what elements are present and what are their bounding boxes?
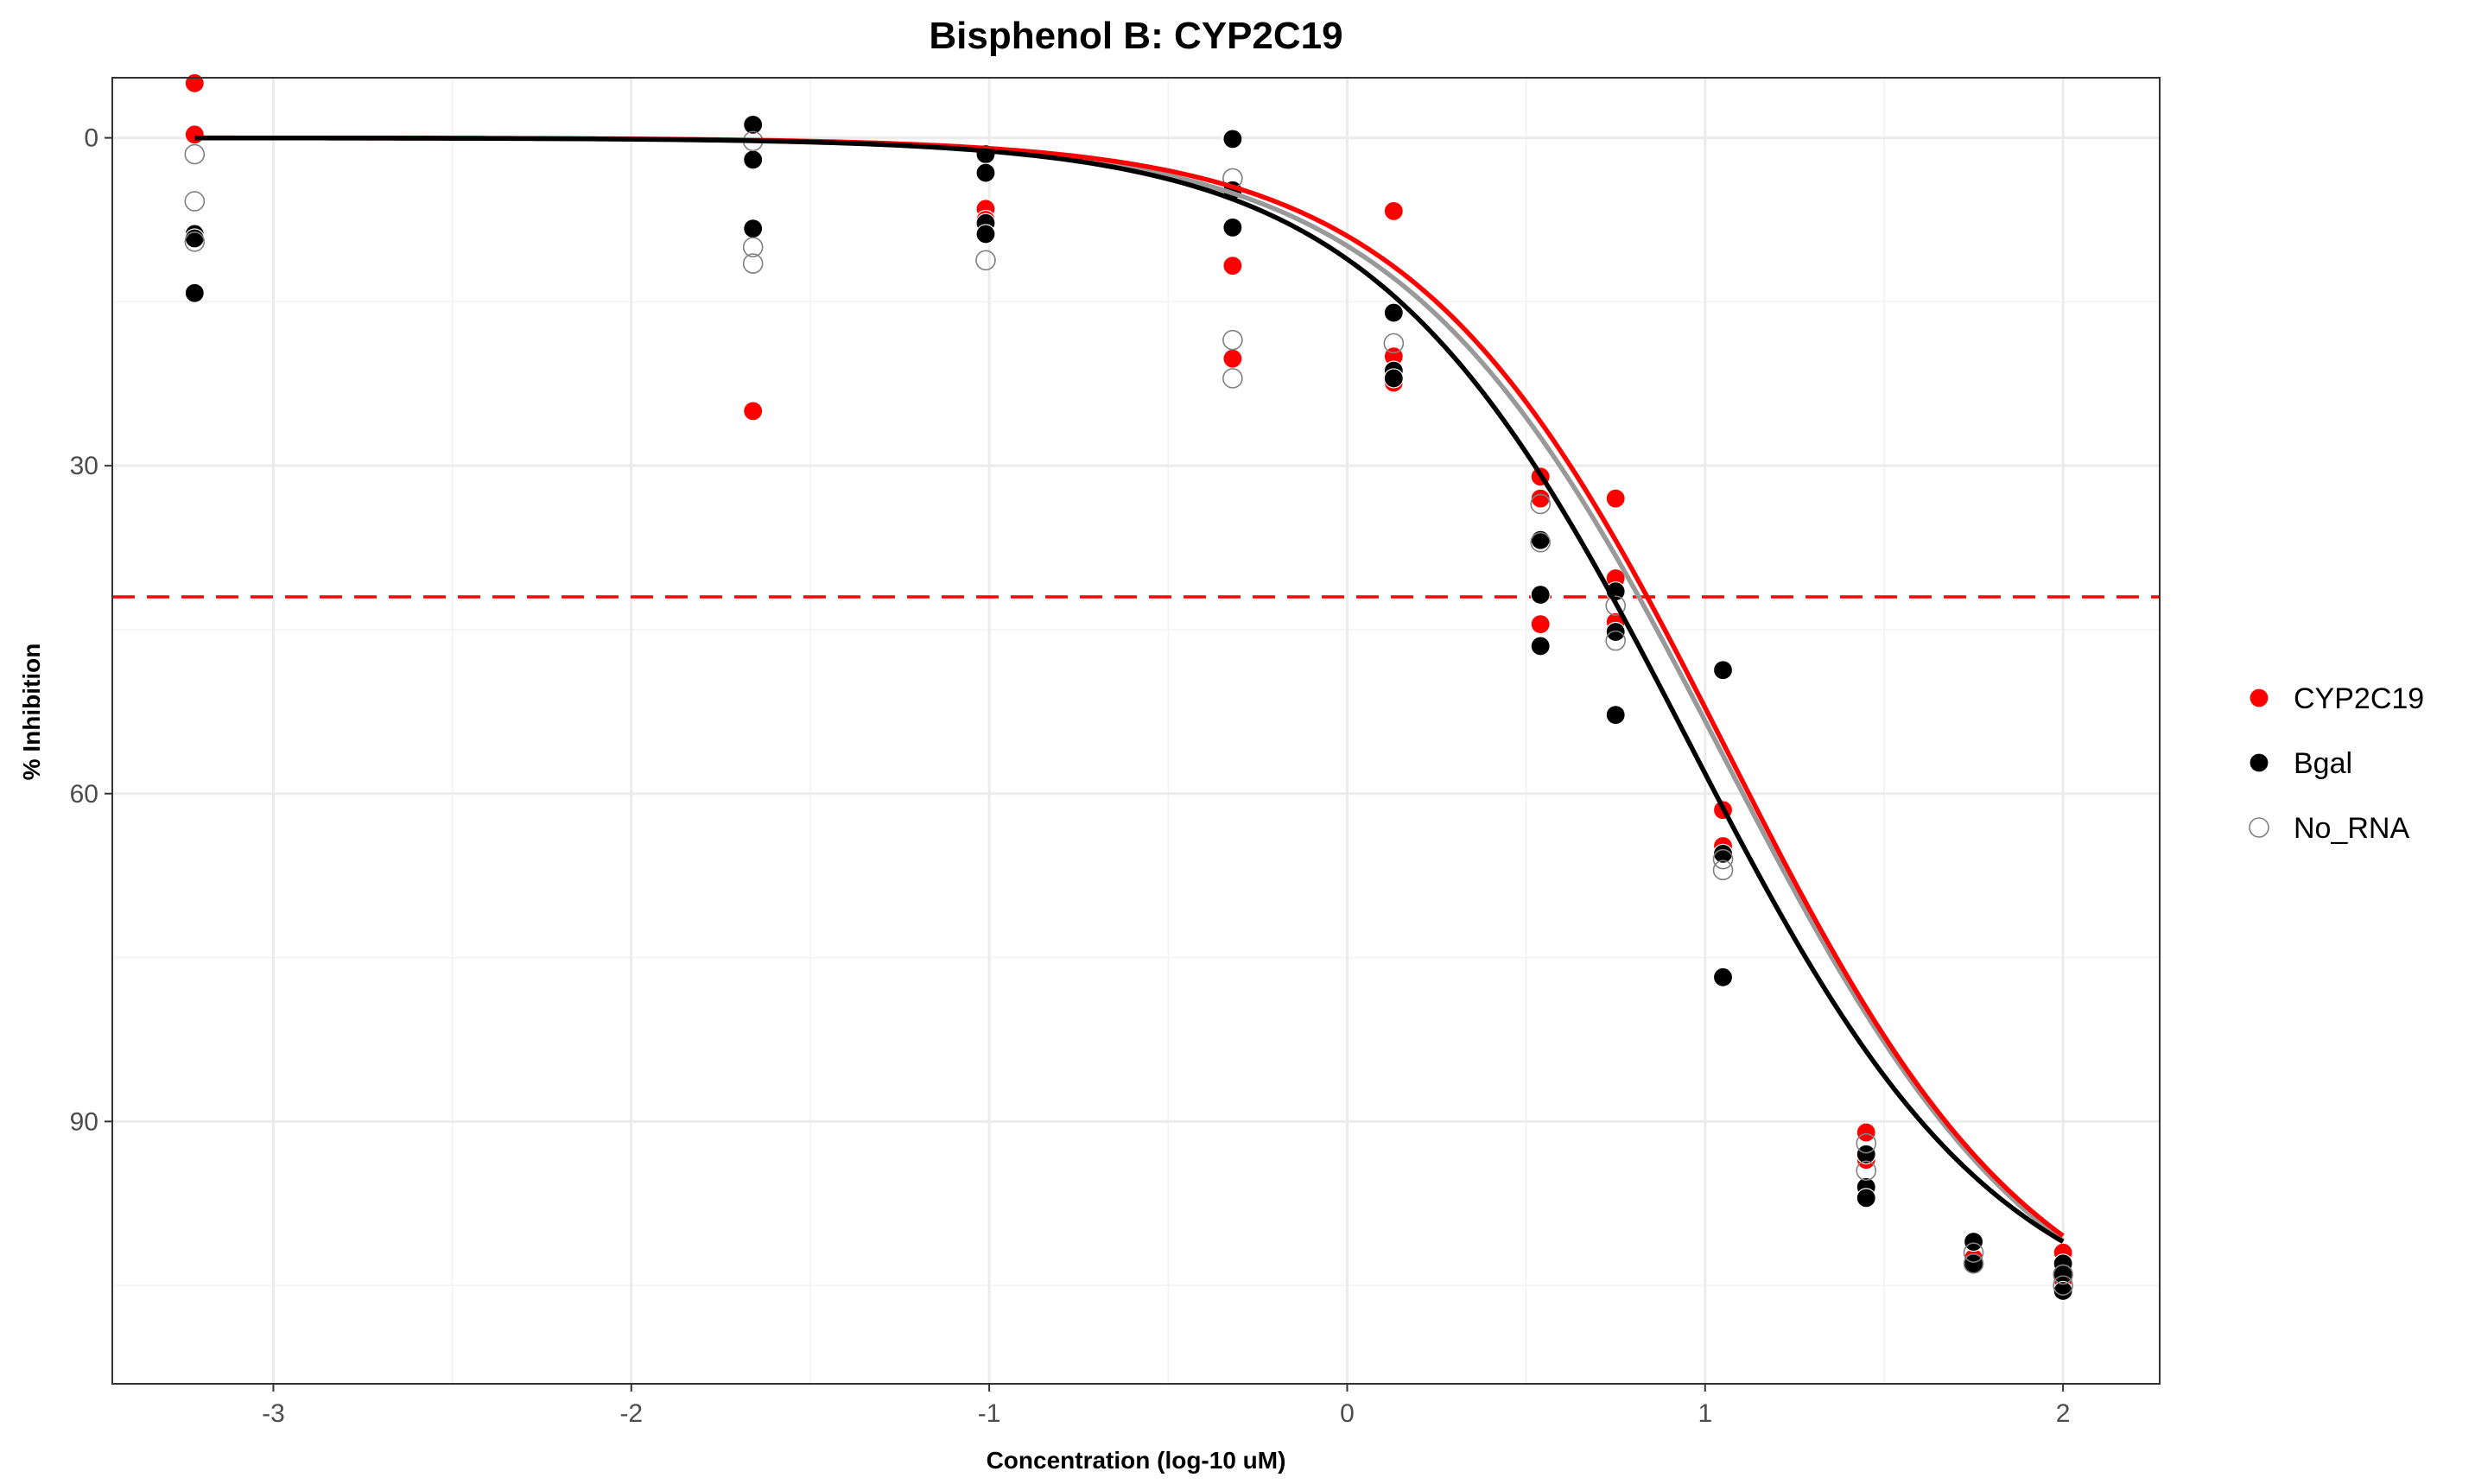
data-point-no-rna [184,191,206,212]
y-tick-label: 90 [70,1107,98,1136]
data-point-bgal [1383,302,1404,323]
data-point-bgal [2053,1280,2073,1302]
data-point-cyp2c19 [1605,488,1626,509]
legend: CYP2C19 Bgal No_RNA [2249,682,2424,845]
legend-key-bgal [2249,752,2269,773]
data-point-cyp2c19 [184,124,205,145]
y-tick-label: 60 [70,780,98,809]
data-point-no-rna [975,250,996,271]
legend-label: Bgal [2294,747,2352,780]
data-point-cyp2c19 [1222,256,1243,276]
data-point-no-rna [184,143,206,165]
x-tick-label: -2 [619,1399,643,1428]
chart-title: Bisphenol B: CYP2C19 [929,15,1342,57]
data-point-bgal [1530,636,1551,656]
data-point-no-rna [1963,1253,1984,1274]
data-point-no-rna [1222,329,1243,351]
data-point-bgal [975,224,996,244]
data-point-bgal [1712,967,1734,987]
data-point-bgal [1605,705,1626,726]
legend-label: No_RNA [2294,812,2409,845]
data-point-no-rna [1712,859,1734,881]
data-point-bgal [1712,660,1734,681]
x-tick-label: 1 [1698,1399,1712,1428]
data-point-no-rna [2053,1275,2073,1296]
data-point-cyp2c19 [743,401,764,422]
legend-label: CYP2C19 [2294,682,2424,715]
data-point-no-rna [1383,333,1405,354]
data-point-bgal [1383,368,1404,389]
x-tick-label: -3 [262,1399,285,1428]
legend-key-cyp2c19 [2249,688,2269,708]
data-point-no-rna [1856,1132,1877,1154]
data-point-bgal [1712,843,1734,864]
curves-layer [194,135,2065,1244]
axes: -3 -2 -1 0 1 2 0 30 60 90 [70,124,2071,1428]
y-tick-label: 0 [84,124,98,153]
fit-curve-bgal [194,135,2065,1244]
y-tick-label: 30 [70,452,98,480]
points-layer [184,73,2073,1302]
data-point-no-rna [1530,531,1551,553]
x-tick-label: 2 [2056,1399,2071,1428]
data-point-no-rna [1605,595,1627,616]
data-point-no-rna [742,237,764,257]
data-point-cyp2c19 [1856,1122,1876,1143]
data-point-cyp2c19 [1383,200,1404,221]
data-point-cyp2c19 [1222,348,1243,369]
data-point-no-rna [1222,368,1243,389]
data-point-bgal [1222,129,1243,149]
plot-panel-border [111,77,2161,1385]
data-point-bgal [1963,1231,1984,1253]
data-point-bgal [1222,217,1243,238]
data-point-bgal [975,162,996,183]
data-point-bgal [1856,1188,1876,1208]
data-point-bgal [1856,1144,1876,1164]
data-point-no-rna [2053,1264,2073,1285]
data-point-no-rna [1530,493,1551,515]
data-point-cyp2c19 [184,73,205,93]
data-point-no-rna [1712,848,1734,870]
data-point-no-rna [1605,630,1627,651]
y-axis-title: % Inhibition [18,644,45,781]
data-point-bgal [743,219,764,239]
data-point-no-rna [1856,1160,1877,1182]
data-point-bgal [1605,621,1626,643]
x-tick-label: 0 [1340,1399,1355,1428]
data-point-cyp2c19 [1530,614,1551,635]
data-point-cyp2c19 [1530,488,1551,509]
data-point-bgal [184,282,205,303]
minor-grid [112,78,2160,1384]
data-point-no-rna [1963,1242,1984,1263]
data-point-bgal [1530,584,1551,606]
x-axis-title: Concentration (log-10 uM) [987,1447,1286,1474]
data-point-no-rna [184,231,206,252]
data-point-bgal [743,149,764,170]
data-point-bgal [743,114,764,136]
x-tick-label: -1 [978,1399,1001,1428]
data-point-no-rna [742,253,764,274]
legend-key-no-rna [2249,817,2269,838]
